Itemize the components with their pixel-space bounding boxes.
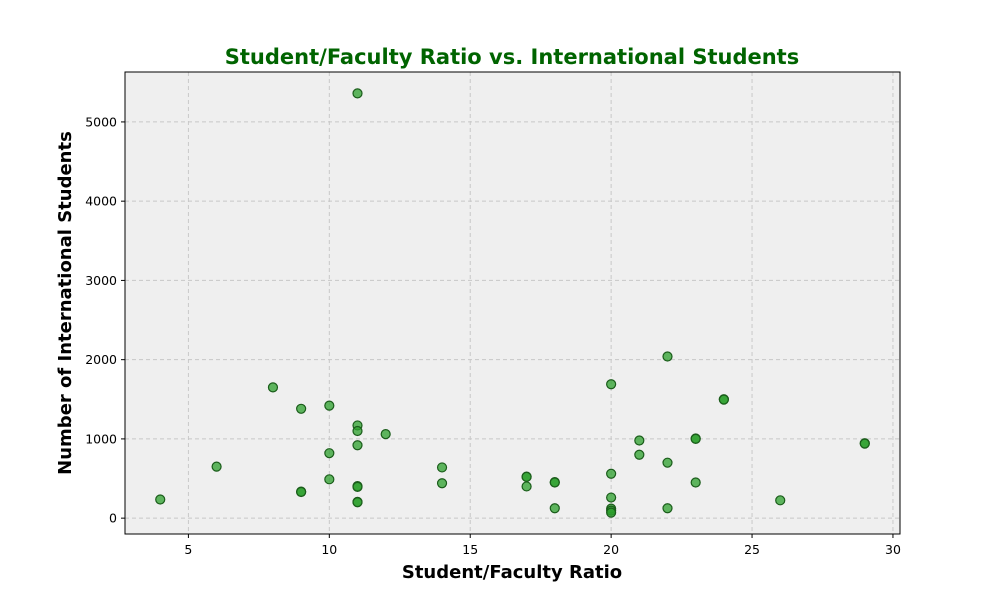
data-point — [549, 477, 560, 488]
data-point — [324, 474, 335, 485]
data-point — [436, 462, 448, 473]
data-point — [718, 394, 729, 405]
data-point — [352, 497, 363, 508]
y-tick-label: 4000 — [85, 194, 117, 209]
x-tick-label: 5 — [184, 542, 192, 557]
data-point — [324, 400, 335, 411]
data-point — [211, 461, 222, 472]
data-point — [296, 486, 307, 498]
data-point — [267, 382, 279, 393]
y-axis-ticks: 0 1000 2000 3000 4000 5000 — [85, 114, 125, 526]
data-point — [690, 477, 701, 488]
data-point — [380, 429, 391, 440]
plot-area — [125, 72, 900, 534]
data-point — [634, 435, 645, 446]
data-point — [634, 449, 645, 460]
data-point — [606, 492, 617, 503]
data-point — [296, 403, 307, 414]
data-point — [859, 438, 870, 449]
x-tick-label: 10 — [321, 542, 337, 557]
data-point — [352, 425, 363, 437]
y-tick-label: 2000 — [85, 352, 117, 367]
data-point — [521, 481, 532, 492]
data-point — [436, 478, 448, 489]
y-axis-label: Number of International Students — [55, 131, 76, 475]
x-tick-label: 20 — [603, 542, 619, 557]
data-point — [352, 88, 363, 99]
data-point — [549, 503, 560, 514]
x-axis-ticks: 5 10 15 20 25 30 — [184, 534, 901, 557]
data-point — [662, 457, 673, 468]
grid-lines — [125, 72, 900, 534]
data-points — [155, 88, 870, 518]
data-point — [662, 351, 673, 362]
data-point — [155, 494, 166, 505]
x-tick-label: 25 — [744, 542, 760, 557]
x-tick-label: 15 — [462, 542, 478, 557]
y-tick-label: 1000 — [85, 431, 117, 446]
plot-frame — [124, 71, 901, 535]
data-point — [690, 433, 701, 445]
data-point — [606, 507, 617, 518]
y-tick-label: 0 — [109, 511, 117, 526]
x-axis-label: Student/Faculty Ratio — [402, 562, 622, 583]
data-point — [606, 379, 617, 390]
data-point — [606, 468, 617, 479]
data-point — [775, 495, 786, 506]
data-point — [352, 440, 363, 451]
data-point — [324, 448, 335, 459]
data-point — [352, 481, 363, 492]
y-tick-label: 5000 — [85, 114, 117, 129]
x-tick-label: 30 — [885, 542, 901, 557]
data-point — [521, 471, 532, 483]
data-point — [662, 503, 673, 514]
chart-title: Student/Faculty Ratio vs. International … — [225, 45, 799, 69]
y-tick-label: 3000 — [85, 273, 117, 288]
